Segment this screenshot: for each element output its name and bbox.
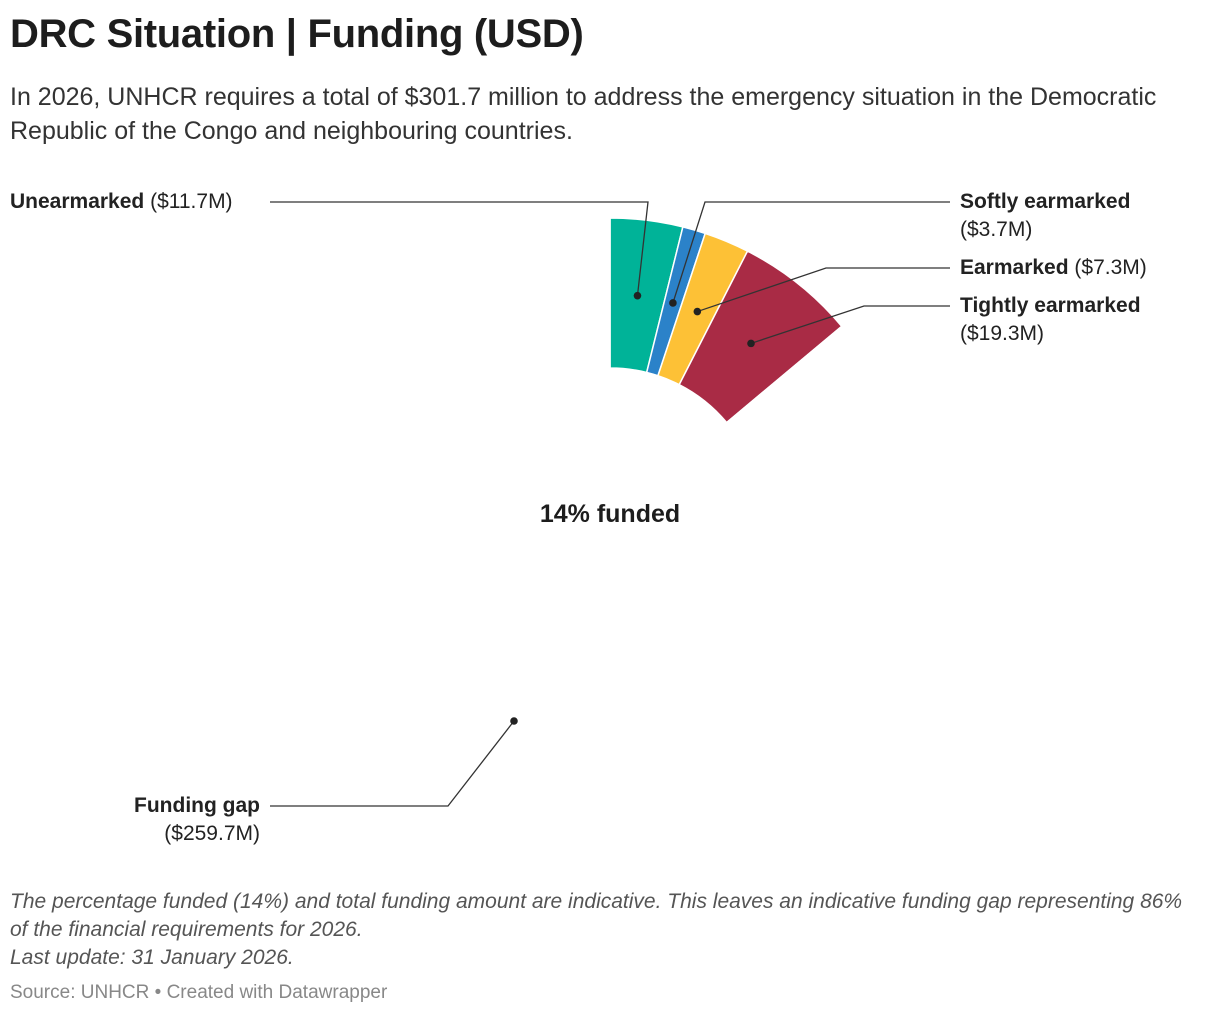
label-unearmarked-name: Unearmarked xyxy=(10,190,145,213)
label-unearmarked: Unearmarked ($11.7M) xyxy=(10,188,233,216)
chart-subtitle: In 2026, UNHCR requires a total of $301.… xyxy=(10,83,1157,145)
note-line-1: The percentage funded (14%) and total fu… xyxy=(10,890,1183,941)
leader-line-gap xyxy=(270,720,515,807)
slice-gap xyxy=(307,217,913,823)
leader-dot-gap xyxy=(510,717,518,725)
note-line-2: Last update: 31 January 2026. xyxy=(10,946,294,969)
chart-notes: The percentage funded (14%) and total fu… xyxy=(10,888,1200,972)
leader-line-softly xyxy=(672,201,950,304)
label-earmarked-value: ($7.3M) xyxy=(1074,256,1147,279)
leader-line-unearmarked xyxy=(270,201,649,296)
label-softly-earmarked: Softly earmarked ($3.7M) xyxy=(960,188,1130,244)
leader-dot-unearmarked xyxy=(633,291,642,300)
label-softly-earmarked-name: Softly earmarked xyxy=(960,190,1131,213)
label-funding-gap-value: ($259.7M) xyxy=(164,822,260,845)
chart-source: Source: UNHCR • Created with Datawrapper xyxy=(10,982,388,1003)
label-earmarked-name: Earmarked xyxy=(960,256,1069,279)
label-tightly-earmarked-name: Tightly earmarked xyxy=(960,294,1141,317)
label-softly-earmarked-value: ($3.7M) xyxy=(960,218,1033,241)
leader-dot-softly xyxy=(669,299,677,307)
label-unearmarked-value: ($11.7M) xyxy=(150,190,233,213)
label-earmarked: Earmarked ($7.3M) xyxy=(960,254,1147,282)
leader-lines xyxy=(270,201,950,807)
leader-line-earmarked xyxy=(697,267,950,313)
funded-percentage-label: 14% funded xyxy=(539,500,681,528)
donut-slices xyxy=(307,217,913,823)
label-funding-gap-name: Funding gap xyxy=(134,794,260,817)
chart-title: DRC Situation | Funding (USD) xyxy=(10,12,584,56)
label-tightly-earmarked-value: ($19.3M) xyxy=(960,322,1045,345)
leader-line-tightly xyxy=(750,305,950,344)
donut-chart xyxy=(270,201,950,823)
label-funding-gap: Funding gap ($259.7M) xyxy=(60,792,260,848)
label-tightly-earmarked: Tightly earmarked ($19.3M) xyxy=(960,292,1141,348)
leader-dot-tightly xyxy=(747,339,755,348)
leader-dot-earmarked xyxy=(693,307,702,316)
